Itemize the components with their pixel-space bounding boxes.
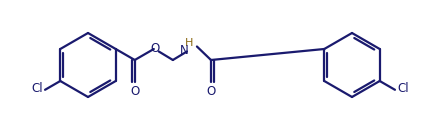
Text: N: N — [180, 44, 189, 56]
Text: H: H — [185, 38, 193, 48]
Text: O: O — [206, 85, 216, 98]
Text: Cl: Cl — [397, 82, 409, 95]
Text: O: O — [130, 85, 139, 98]
Text: Cl: Cl — [31, 82, 43, 95]
Text: O: O — [150, 42, 159, 55]
